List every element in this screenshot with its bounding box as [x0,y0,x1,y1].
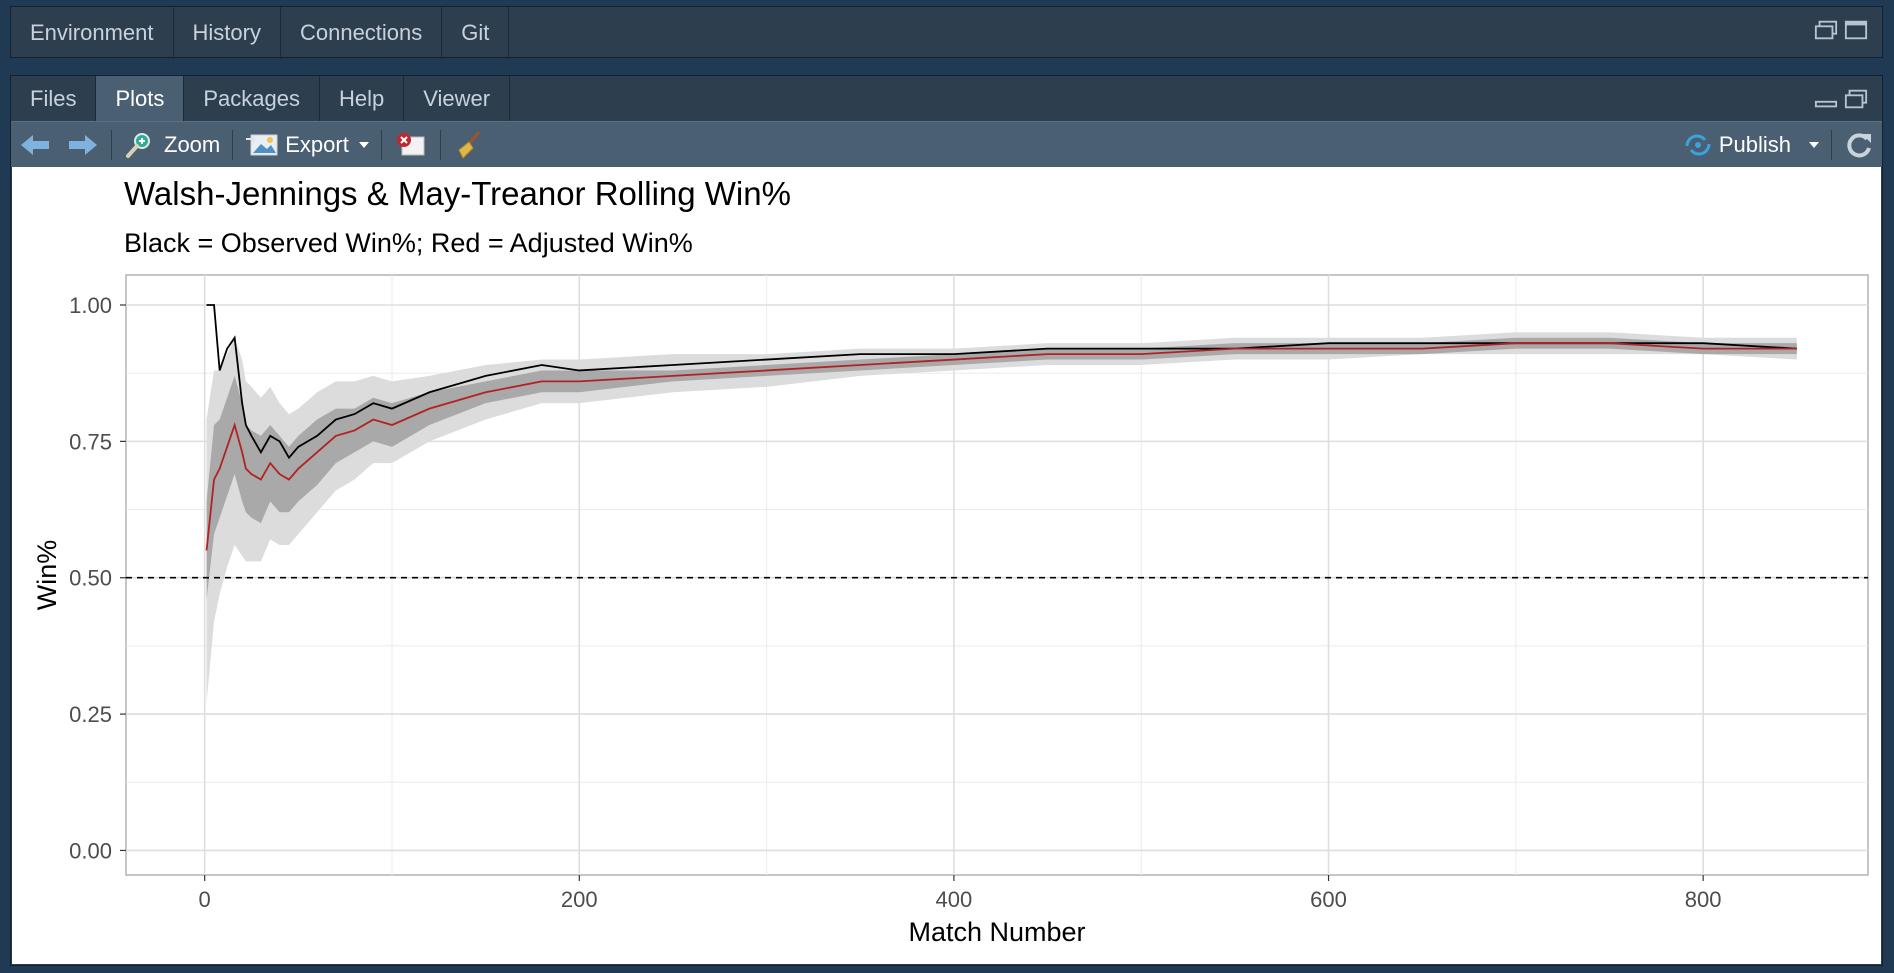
publish-label: Publish [1718,131,1791,157]
tab-packages[interactable]: Packages [184,76,320,121]
export-label: Export [285,131,349,157]
tab-files[interactable]: Files [11,76,97,121]
tab-history[interactable]: History [174,7,281,59]
restore-icon[interactable] [1844,88,1868,110]
top-pane: Environment History Connections Git [10,6,1883,59]
chart-title: Walsh-Jennings & May-Treanor Rolling Win… [124,175,791,212]
zoom-label: Zoom [164,131,221,157]
y-tick-label: 1.00 [69,293,112,318]
broom-icon [458,130,480,159]
bottom-pane-controls [1814,88,1868,110]
back-button[interactable] [11,122,59,167]
y-tick-label: 0.25 [69,702,112,727]
x-tick-label: 800 [1685,887,1722,912]
restore-icon[interactable] [1814,19,1838,41]
forward-arrow-icon [69,134,97,155]
refresh-icon [1847,132,1871,157]
win-percentage-chart: Walsh-Jennings & May-Treanor Rolling Win… [32,175,1869,947]
y-tick-label: 0.50 [69,566,112,591]
adjusted-win-line [205,342,1797,551]
top-pane-controls [1814,19,1868,41]
plot-panel [125,274,1869,876]
x-tick-label: 200 [561,887,598,912]
maximize-icon[interactable] [1844,19,1868,41]
zoom-icon [126,132,150,158]
tab-environment[interactable]: Environment [11,7,174,59]
bottom-tabbar: Files Plots Packages Help Viewer [11,76,1882,121]
tab-connections[interactable]: Connections [281,7,443,59]
top-tabbar: Environment History Connections Git [11,7,1882,59]
zoom-button[interactable]: Zoom [116,122,228,167]
remove-plot-button[interactable] [386,122,436,167]
plot-area: Walsh-Jennings & May-Treanor Rolling Win… [12,167,1881,964]
y-tick-label: 0.75 [69,429,112,454]
toolbar-separator [380,129,382,160]
publish-icon [1685,134,1711,155]
chart-subtitle: Black = Observed Win%; Red = Adjusted Wi… [124,228,693,258]
forward-button[interactable] [59,122,107,167]
plots-toolbar: Zoom Export [11,121,1882,167]
y-tick-label: 0.00 [69,838,112,863]
refresh-button[interactable] [1836,122,1882,167]
x-tick-label: 600 [1310,887,1347,912]
toolbar-separator [232,129,234,160]
tab-help[interactable]: Help [320,76,405,121]
x-tick-label: 0 [199,887,211,912]
delete-plot-icon [396,132,425,155]
tab-viewer[interactable]: Viewer [404,76,511,121]
x-axis-label: Match Number [908,917,1085,947]
back-arrow-icon [21,134,49,155]
tab-plots[interactable]: Plots [96,76,185,121]
clear-all-button[interactable] [445,122,493,167]
chevron-down-icon [358,141,369,148]
chevron-down-icon [1809,141,1819,148]
y-axis-label: Win% [32,540,62,611]
export-icon [246,134,278,155]
x-tick-label: 400 [936,887,973,912]
publish-button[interactable]: Publish [1675,122,1827,167]
toolbar-separator [439,129,441,160]
bottom-pane: Files Plots Packages Help Viewer [10,75,1883,966]
export-button[interactable]: Export [237,122,377,167]
toolbar-separator [111,129,112,160]
tab-git[interactable]: Git [442,7,510,59]
minimize-icon[interactable] [1814,88,1838,110]
toolbar-separator [1831,129,1832,160]
observed-win-line [206,304,1797,460]
